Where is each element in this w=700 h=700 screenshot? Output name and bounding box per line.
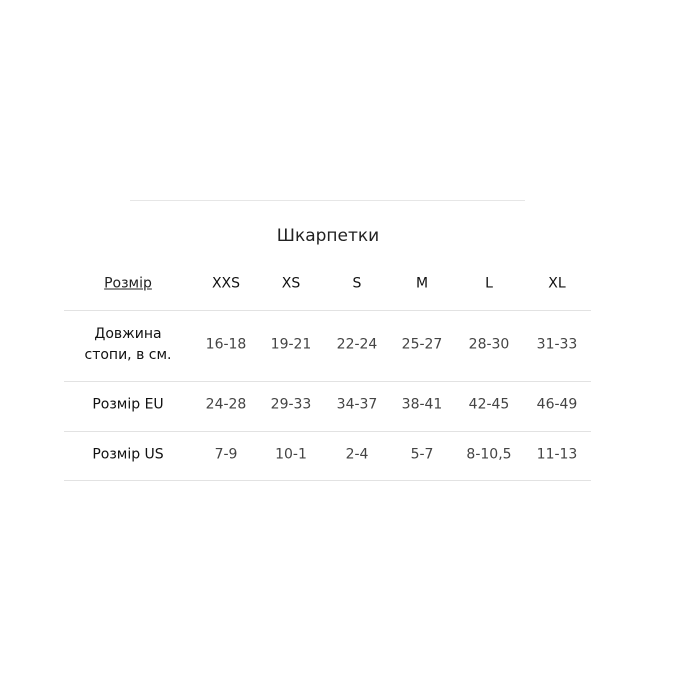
column-header-l: L bbox=[485, 275, 493, 292]
table-cell: 29-33 bbox=[270, 396, 312, 413]
table-cell: 38-41 bbox=[401, 396, 443, 413]
table-cell: 24-28 bbox=[205, 396, 247, 413]
table-cell: 10-1 bbox=[275, 446, 307, 463]
table-cell: 46-49 bbox=[536, 396, 578, 413]
row-label: Розмір US bbox=[92, 445, 163, 466]
table-cell: 16-18 bbox=[205, 336, 247, 353]
column-header-xxs: XXS bbox=[211, 275, 241, 292]
size-guide-link[interactable]: Розмір bbox=[104, 275, 152, 292]
column-header-xs: XS bbox=[281, 275, 301, 292]
table-cell: 28-30 bbox=[468, 336, 510, 353]
row-label-line: Довжина bbox=[94, 326, 162, 342]
table-cell: 11-13 bbox=[536, 446, 578, 463]
row-divider bbox=[64, 431, 591, 432]
table-title: Шкарпетки bbox=[276, 226, 380, 246]
column-header-xl: XL bbox=[548, 275, 566, 292]
row-label-line: Розмір US bbox=[92, 446, 164, 463]
table-cell: 5-7 bbox=[410, 446, 434, 463]
row-divider bbox=[64, 480, 591, 481]
table-cell: 34-37 bbox=[336, 396, 378, 413]
table-cell: 8-10,5 bbox=[466, 446, 512, 463]
column-header-s: S bbox=[352, 275, 362, 292]
table-cell: 42-45 bbox=[468, 396, 510, 413]
row-label: Довжина стопи, в см. bbox=[85, 324, 172, 366]
row-divider bbox=[64, 310, 591, 311]
top-divider bbox=[130, 200, 525, 201]
row-label-line: стопи, в см. bbox=[84, 347, 172, 363]
row-label-line: Розмір EU bbox=[92, 396, 164, 413]
table-cell: 25-27 bbox=[401, 336, 443, 353]
column-header-m: M bbox=[415, 275, 429, 292]
table-cell: 19-21 bbox=[270, 336, 312, 353]
table-cell: 7-9 bbox=[214, 446, 238, 463]
table-cell: 31-33 bbox=[536, 336, 578, 353]
table-cell: 22-24 bbox=[336, 336, 378, 353]
row-divider bbox=[64, 381, 591, 382]
row-label: Розмір EU bbox=[92, 395, 163, 416]
table-cell: 2-4 bbox=[345, 446, 369, 463]
